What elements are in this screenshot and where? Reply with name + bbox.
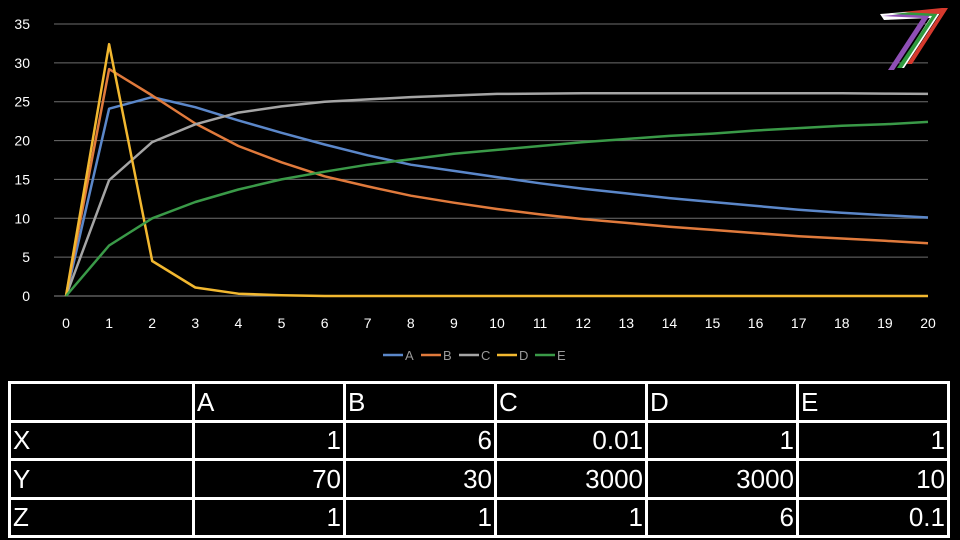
column-header-e: E xyxy=(796,381,950,423)
cell-z-e: 0.1 xyxy=(796,496,950,538)
cell-z-c: 1 xyxy=(494,496,648,538)
cell-y-a: 70 xyxy=(192,458,346,500)
cell-z-b: 1 xyxy=(343,496,497,538)
column-header-c: C xyxy=(494,381,648,423)
x-tick-label: 11 xyxy=(533,315,548,331)
cell-x-e: 1 xyxy=(796,419,950,461)
y-tick-label: 35 xyxy=(14,16,30,32)
x-tick-label: 12 xyxy=(575,315,591,331)
x-tick-label: 8 xyxy=(407,315,415,331)
legend: A B C D E xyxy=(383,348,566,363)
legend-label-a: A xyxy=(405,348,414,363)
x-tick-label: 17 xyxy=(791,315,807,331)
legend-label-e: E xyxy=(557,348,566,363)
cell-x-d: 1 xyxy=(645,419,799,461)
x-tick-label: 20 xyxy=(920,315,936,331)
x-tick-label: 13 xyxy=(619,315,635,331)
x-tick-label: 18 xyxy=(834,315,850,331)
x-tick-label: 19 xyxy=(877,315,893,331)
column-header-b: B xyxy=(343,381,497,423)
legend-label-c: C xyxy=(481,348,490,363)
x-tick-label: 0 xyxy=(62,315,70,331)
line-chart: 0 5 10 15 20 25 30 35 0 1 2 3 4 5 6 7 8 9 10 11 12 13 14 15 16 17… xyxy=(14,16,936,363)
y-tick-label: 20 xyxy=(14,133,30,149)
legend-label-d: D xyxy=(519,348,528,363)
x-tick-label: 5 xyxy=(278,315,286,331)
x-tick-label: 4 xyxy=(235,315,243,331)
table-row-y: Y 70 30 3000 3000 10 xyxy=(8,458,950,500)
cell-y-e: 10 xyxy=(796,458,950,500)
gridlines xyxy=(54,23,928,297)
cell-y-b: 30 xyxy=(343,458,497,500)
series-line-b xyxy=(64,67,929,297)
cell-x-a: 1 xyxy=(192,419,346,461)
series-line-c xyxy=(64,91,929,297)
series-line-a xyxy=(64,95,929,297)
x-tick-label: 6 xyxy=(321,315,329,331)
x-tick-label: 3 xyxy=(191,315,199,331)
cell-x-c: 0.01 xyxy=(494,419,648,461)
legend-label-b: B xyxy=(443,348,452,363)
y-tick-label: 25 xyxy=(14,94,30,110)
y-tick-label: 0 xyxy=(22,288,30,304)
seven-logo-icon xyxy=(880,8,948,70)
table-row-z: Z 1 1 1 6 0.1 xyxy=(8,496,950,538)
x-tick-label: 16 xyxy=(748,315,764,331)
table-header-row: A B C D E xyxy=(8,381,950,423)
x-tick-label: 15 xyxy=(705,315,721,331)
y-tick-label: 30 xyxy=(14,55,30,71)
series-lines xyxy=(64,42,929,298)
cell-x-b: 6 xyxy=(343,419,497,461)
cell-z-a: 1 xyxy=(192,496,346,538)
row-label-z: Z xyxy=(8,496,195,538)
logo-stroke-green xyxy=(892,10,940,68)
parameter-table: A B C D E X 1 6 0.01 1 1 Y 70 30 3000 30… xyxy=(8,381,950,538)
x-tick-label: 1 xyxy=(105,315,113,331)
series-line-e xyxy=(65,120,929,297)
y-tick-label: 5 xyxy=(22,249,30,265)
cell-y-c: 3000 xyxy=(494,458,648,500)
x-tick-label: 9 xyxy=(450,315,458,331)
logo-stroke-purple xyxy=(882,12,932,70)
logo-stroke-red xyxy=(902,8,948,64)
y-tick-label: 10 xyxy=(14,210,30,226)
x-tick-label: 10 xyxy=(489,315,505,331)
row-label-y: Y xyxy=(8,458,195,500)
cell-y-d: 3000 xyxy=(645,458,799,500)
x-tick-label: 2 xyxy=(148,315,156,331)
row-label-x: X xyxy=(8,419,195,461)
column-header-a: A xyxy=(192,381,346,423)
table-corner-cell xyxy=(8,381,195,423)
y-tick-label: 15 xyxy=(14,171,30,187)
table-row-x: X 1 6 0.01 1 1 xyxy=(8,419,950,461)
x-tick-label: 14 xyxy=(662,315,678,331)
x-tick-label: 7 xyxy=(364,315,372,331)
series-line-d xyxy=(64,42,928,298)
cell-z-d: 6 xyxy=(645,496,799,538)
column-header-d: D xyxy=(645,381,799,423)
